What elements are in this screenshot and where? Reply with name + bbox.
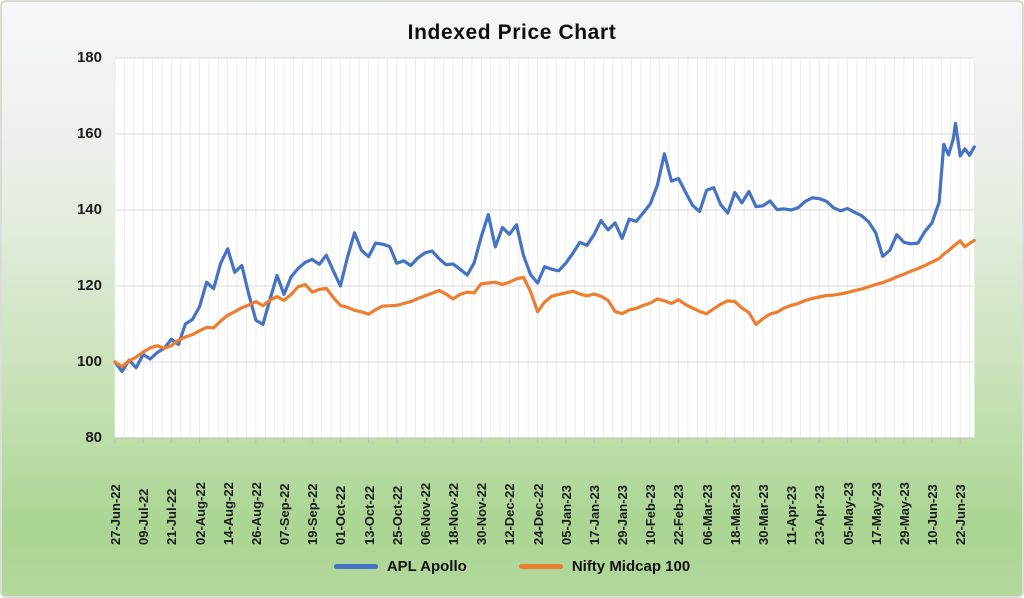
x-axis-label: 06-Mar-23 (699, 484, 715, 545)
x-axis-label: 30-Nov-22 (474, 482, 490, 545)
x-axis-label: 18-Mar-23 (727, 484, 743, 545)
x-axis-label: 07-Sep-22 (277, 483, 293, 545)
x-axis-label: 02-Aug-22 (192, 482, 208, 545)
legend-item-nifty-midcap: Nifty Midcap 100 (518, 558, 691, 575)
legend: APL Apollo Nifty Midcap 100 (2, 558, 1022, 575)
legend-label-apl-apollo: APL Apollo (386, 558, 467, 575)
nifty-midcap-line-swatch-icon (518, 564, 563, 569)
x-axis-label: 25-Oct-22 (389, 485, 405, 545)
x-axis-label: 10-Feb-23 (643, 484, 659, 545)
x-axis-label: 18-Nov-22 (446, 482, 462, 545)
x-axis-label: 11-Apr-23 (784, 485, 800, 545)
x-axis-label: 09-Jul-22 (136, 488, 152, 545)
x-axis-label: 05-Jan-23 (558, 485, 574, 545)
x-axis-label: 13-Oct-22 (361, 485, 377, 545)
x-axis-label: 10-Jun-23 (925, 484, 941, 545)
chart-title: Indexed Price Chart (407, 21, 617, 44)
y-axis-label: 100 (76, 353, 102, 370)
x-axis-label: 05-May-23 (840, 482, 856, 545)
x-axis-label: 17-May-23 (868, 482, 884, 545)
y-axis-label: 80 (85, 429, 102, 446)
series-line-nifty-midcap (113, 238, 976, 369)
y-axis-label: 140 (76, 201, 102, 218)
x-axis-label: 19-Sep-22 (305, 483, 321, 545)
x-axis-label: 06-Nov-22 (417, 482, 433, 545)
x-axis-label: 24-Dec-22 (530, 483, 546, 545)
x-axis-label: 22-Feb-23 (671, 484, 687, 545)
x-axis-label: 26-Aug-22 (248, 482, 264, 545)
x-axis-label: 17-Jan-23 (586, 485, 602, 545)
plot-background (115, 58, 975, 438)
x-axis-label: 22-Jun-23 (953, 484, 969, 545)
x-axis-label: 12-Dec-22 (502, 483, 518, 545)
apl-apollo-line-swatch-icon (333, 564, 378, 569)
legend-item-apl-apollo: APL Apollo (333, 558, 467, 575)
x-axis-label: 01-Oct-22 (333, 485, 349, 545)
y-axis-label: 180 (76, 49, 102, 66)
x-axis-label: 29-Jan-23 (615, 485, 631, 545)
y-axis-label: 160 (76, 125, 102, 142)
y-axis-label: 120 (76, 277, 102, 294)
x-axis-label: 30-Mar-23 (755, 484, 771, 545)
x-axis-label: 23-Apr-23 (812, 485, 828, 545)
legend-label-nifty-midcap: Nifty Midcap 100 (571, 558, 691, 575)
series-line-apl-apollo (113, 121, 976, 374)
x-axis-label: 29-May-23 (896, 482, 912, 545)
x-axis-label: 14-Aug-22 (220, 482, 236, 545)
x-axis-label: 27-Jun-22 (108, 484, 123, 545)
x-axis-label: 21-Jul-22 (164, 488, 180, 545)
